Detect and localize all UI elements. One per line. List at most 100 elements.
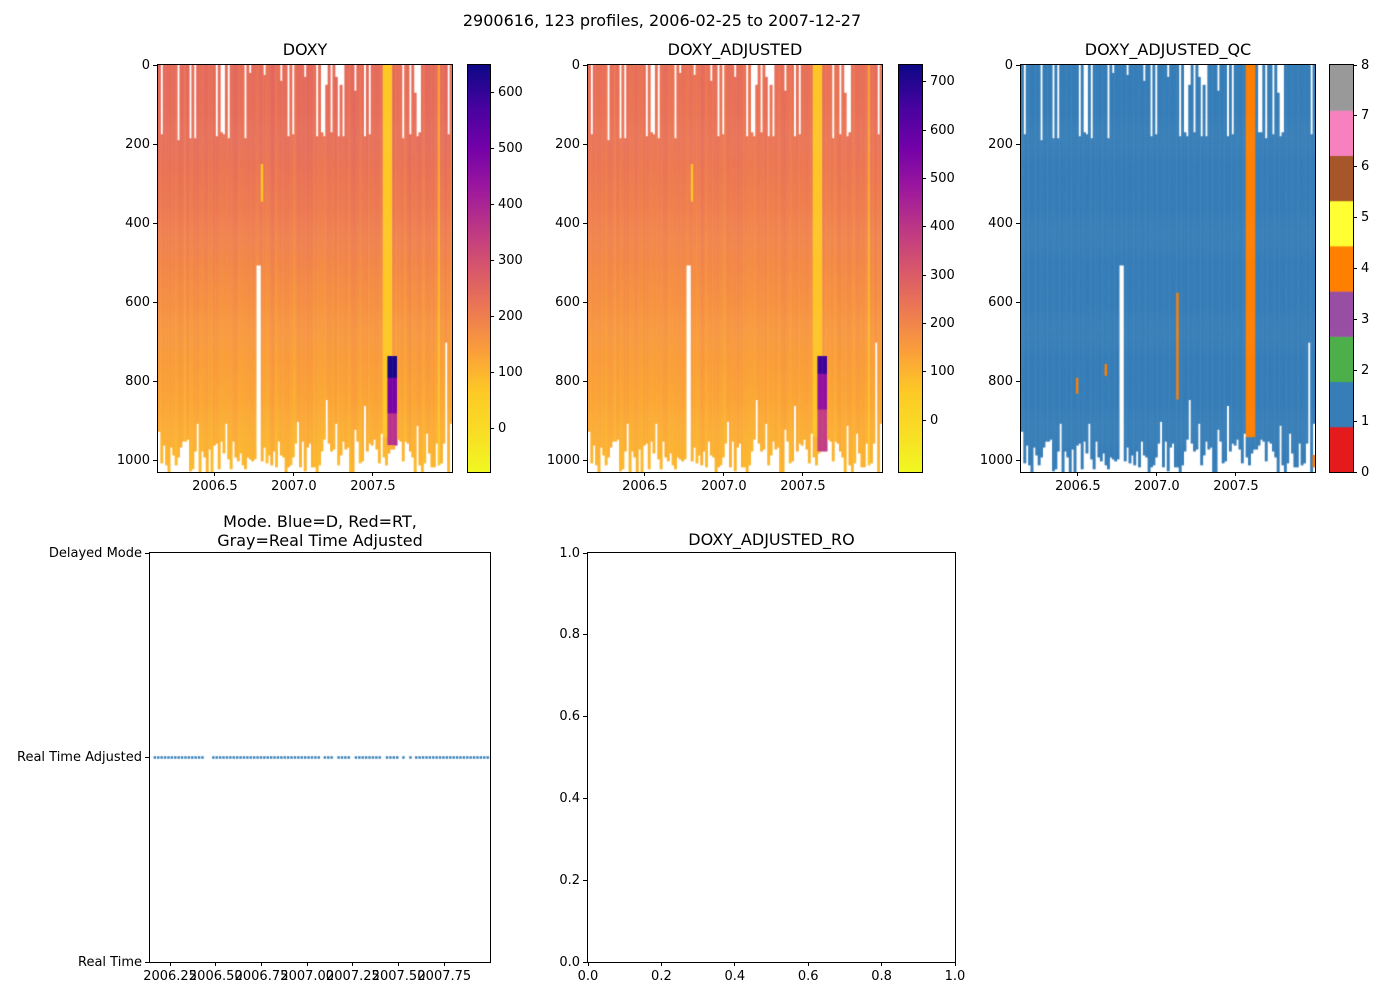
mode-title-line1: Mode. Blue=D, Red=RT, bbox=[223, 512, 417, 531]
x-tick-mark bbox=[954, 962, 956, 966]
x-tick-label: 2007.5 bbox=[350, 479, 396, 494]
x-tick-label: 2007.5 bbox=[1213, 479, 1259, 494]
colorbar-tick-mark bbox=[1353, 369, 1357, 371]
y-tick-mark bbox=[1016, 64, 1020, 66]
y-tick-label: 0 bbox=[1004, 57, 1013, 73]
y-tick-mark bbox=[153, 460, 157, 462]
colorbar-tick-mark bbox=[490, 260, 494, 262]
colorbar-tick-label: 3 bbox=[1361, 311, 1370, 327]
colorbar-tick-mark bbox=[1353, 471, 1357, 473]
y-tick-mark bbox=[1016, 460, 1020, 462]
doxy-adjusted-ro-title: DOXY_ADJUSTED_RO bbox=[688, 530, 855, 549]
doxy-adjusted-plot: 2006.5 2007.0 2007.5 0 200 400 600 800 1000 bbox=[547, 58, 883, 494]
x-tick-label: 2006.5 bbox=[192, 479, 238, 494]
colorbar-tick-mark bbox=[490, 428, 494, 430]
y-tick-label: 800 bbox=[125, 374, 150, 390]
x-tick-label: 0.6 bbox=[797, 969, 819, 984]
y-tick-label: 600 bbox=[988, 295, 1013, 311]
x-tick-label: 2007.00 bbox=[280, 969, 335, 984]
y-tick-mark bbox=[1016, 222, 1020, 224]
colorbar-tick-mark bbox=[922, 274, 926, 276]
mode-plot: 2006.25 2006.50 2006.75 2007.00 2007.25 2007.… bbox=[17, 546, 491, 984]
x-tick-mark bbox=[587, 962, 589, 966]
colorbar-tick-mark bbox=[1353, 115, 1357, 117]
y-tick-label: 1000 bbox=[546, 453, 580, 469]
colorbar-tick-label: 200 bbox=[498, 309, 523, 325]
colorbar-tick-label: 300 bbox=[498, 253, 523, 269]
y-tick-label: 200 bbox=[125, 136, 150, 152]
x-tick-mark bbox=[1156, 472, 1158, 476]
x-tick-label: 0.0 bbox=[577, 969, 599, 984]
doxy-adjusted-heatmap-canvas bbox=[588, 65, 882, 472]
y-tick-mark bbox=[153, 222, 157, 224]
figure-suptitle: 2900616, 123 profiles, 2006-02-25 to 200… bbox=[462, 11, 862, 30]
y-tick-label: 600 bbox=[125, 295, 150, 311]
y-tick-label: Delayed Mode bbox=[48, 545, 142, 561]
x-tick-label: 2007.75 bbox=[417, 969, 472, 984]
x-tick-mark bbox=[644, 472, 646, 476]
y-tick-mark bbox=[1016, 143, 1020, 145]
x-tick-label: 2007.50 bbox=[371, 969, 426, 984]
doxy-adjusted-qc-plot: 2006.5 2007.0 2007.5 0 200 400 600 800 1000 bbox=[980, 58, 1316, 494]
doxy-title: DOXY bbox=[282, 40, 328, 59]
y-tick-mark bbox=[145, 552, 149, 554]
y-tick-mark bbox=[153, 302, 157, 304]
x-tick-mark bbox=[214, 472, 216, 476]
y-tick-label: 1.0 bbox=[559, 545, 580, 561]
y-tick-mark bbox=[1016, 302, 1020, 304]
x-tick-mark bbox=[881, 962, 883, 966]
y-tick-label: 800 bbox=[555, 374, 580, 390]
colorbar-tick-label: 700 bbox=[930, 74, 955, 90]
x-tick-mark bbox=[1077, 472, 1079, 476]
colorbar-tick-label: 0 bbox=[930, 412, 939, 428]
x-tick-mark bbox=[306, 962, 308, 966]
x-tick-mark bbox=[352, 962, 354, 966]
x-tick-label: 0.2 bbox=[651, 969, 672, 984]
colorbar-tick-label: 5 bbox=[1361, 210, 1370, 226]
colorbar-tick-label: 100 bbox=[930, 364, 955, 380]
doxy-adjusted-ro-plot: 0.0 0.2 0.4 0.6 0.8 1.0 0.0 0.2 0.4 0.6 0.8 1.0 bbox=[559, 546, 965, 985]
y-tick-mark bbox=[583, 64, 587, 66]
colorbar-tick-mark bbox=[1353, 217, 1357, 219]
y-tick-label: 1000 bbox=[979, 453, 1013, 469]
y-tick-label: 400 bbox=[988, 215, 1013, 231]
y-tick-mark bbox=[583, 797, 587, 799]
y-tick-mark bbox=[583, 879, 587, 881]
y-tick-label: 200 bbox=[555, 136, 580, 152]
y-tick-label: 1000 bbox=[116, 453, 150, 469]
y-tick-mark bbox=[583, 961, 587, 963]
y-tick-label: 400 bbox=[125, 215, 150, 231]
y-tick-mark bbox=[153, 143, 157, 145]
doxy-adjusted-colorbar-canvas bbox=[899, 65, 922, 472]
x-tick-mark bbox=[293, 472, 295, 476]
y-tick-label: 0 bbox=[141, 57, 150, 73]
y-tick-mark bbox=[1016, 381, 1020, 383]
colorbar-tick-label: 4 bbox=[1361, 261, 1370, 276]
colorbar-tick-mark bbox=[922, 323, 926, 325]
colorbar-tick-mark bbox=[922, 129, 926, 131]
colorbar-tick-label: 100 bbox=[498, 365, 523, 381]
colorbar-tick-label: 6 bbox=[1361, 159, 1370, 175]
x-tick-label: 2007.25 bbox=[326, 969, 380, 984]
colorbar-tick-label: 1 bbox=[1361, 413, 1370, 429]
doxy-adjusted-colorbar: 0 100 200 300 400 500 600 700 bbox=[898, 64, 955, 473]
x-tick-label: 2007.0 bbox=[1134, 479, 1180, 494]
colorbar-tick-mark bbox=[490, 204, 494, 206]
colorbar-tick-mark bbox=[490, 148, 494, 150]
colorbar-tick-label: 300 bbox=[930, 267, 955, 283]
y-tick-mark bbox=[583, 302, 587, 304]
doxy-colorbar-canvas bbox=[468, 65, 490, 472]
colorbar-tick-label: 2 bbox=[1361, 362, 1370, 378]
colorbar-tick-mark bbox=[1353, 420, 1357, 422]
colorbar-tick-mark bbox=[922, 226, 926, 228]
y-tick-label: 0.6 bbox=[559, 709, 580, 725]
x-tick-mark bbox=[169, 962, 171, 966]
x-tick-label: 2007.0 bbox=[271, 479, 317, 494]
y-tick-mark bbox=[583, 222, 587, 224]
qc-flag-colorbar: 0 1 2 3 4 5 6 7 8 bbox=[1329, 58, 1369, 480]
y-tick-label: 800 bbox=[988, 374, 1013, 390]
colorbar-tick-mark bbox=[922, 419, 926, 421]
y-tick-mark bbox=[583, 716, 587, 718]
x-tick-mark bbox=[372, 472, 374, 476]
x-tick-mark bbox=[734, 962, 736, 966]
